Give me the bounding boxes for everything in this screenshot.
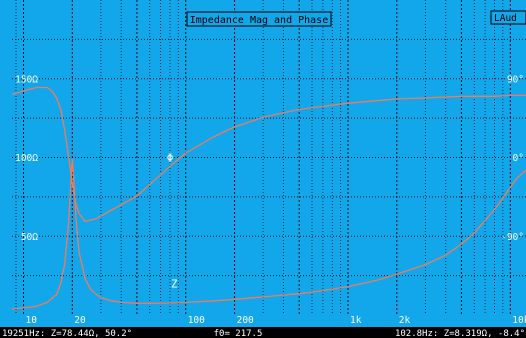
series-line-1 <box>11 158 526 310</box>
status-bar <box>0 327 526 338</box>
grid <box>12 0 526 315</box>
chart-title: Impedance Mag and Phase <box>190 15 328 26</box>
x-tick-label: 200 <box>237 315 254 326</box>
x-tick-label: 10 <box>26 315 38 326</box>
corner-tag: LAud <box>494 13 517 24</box>
plot-area <box>0 0 526 327</box>
series-marker-1: Z <box>171 278 178 291</box>
series-line-2 <box>11 86 526 223</box>
right-tick-label: 90° <box>507 74 524 85</box>
right-tick-label: 0° <box>513 153 524 164</box>
title-box <box>186 11 332 27</box>
x-tick-label: 1k <box>350 315 362 326</box>
traces: ZΦ <box>11 86 526 310</box>
x-tick-label: 10k <box>512 315 526 326</box>
left-tick-label: 100Ω <box>15 153 38 164</box>
x-tick-label: 2k <box>399 315 411 326</box>
corner-tag-box <box>490 10 526 25</box>
series-marker-2: Φ <box>167 152 174 165</box>
left-tick-label: 50Ω <box>21 232 38 243</box>
left-tick-label: 150Ω <box>15 74 38 85</box>
x-tick-label: 20 <box>74 315 86 326</box>
status-right-readout: 102.8Hz: Z=8.319Ω, -8.4° <box>395 329 525 338</box>
status-left-readout: 19251Hz: Z=78.44Ω, 50.2° <box>2 329 132 338</box>
right-tick-label: -90° <box>501 232 524 243</box>
x-tick-label: 100 <box>188 315 205 326</box>
status-center-readout: f0= 217.5 <box>214 329 263 338</box>
labels: 10 20 100 200 1k 2k 10k 50Ω 100Ω 150Ω 90° 0° -90° <box>15 74 526 326</box>
